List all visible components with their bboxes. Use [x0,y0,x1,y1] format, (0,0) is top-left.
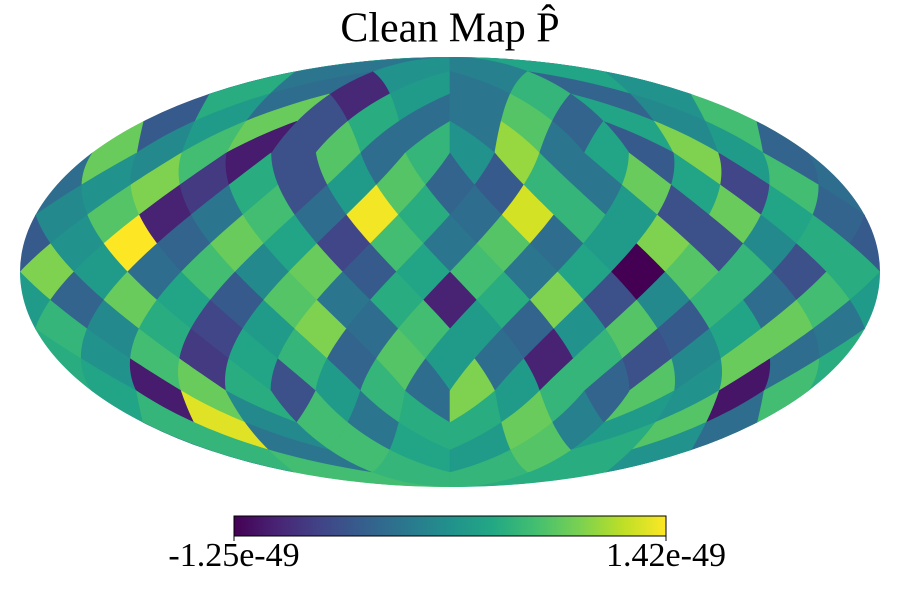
colorbar [233,515,667,537]
sky-map [20,57,880,487]
map-pixel [449,449,529,487]
colorbar-max-label: 1.42e-49 [606,537,726,574]
map-pixel [268,449,451,487]
colorbar-min-label: -1.25e-49 [168,537,299,574]
chart-title: Clean Map P̂ [340,3,559,51]
map-pixel [879,243,880,301]
